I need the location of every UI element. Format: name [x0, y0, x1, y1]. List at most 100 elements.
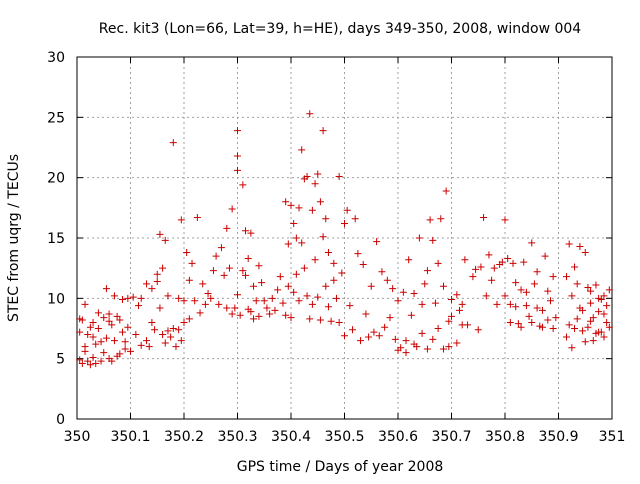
data-point: [552, 314, 560, 322]
data-point: [255, 262, 263, 270]
data-point: [169, 139, 177, 147]
data-point: [538, 323, 546, 331]
data-point: [351, 215, 359, 223]
axis-ticks: 350 350.1 350.2 350.3 350.4 350.5 350.6 350.7 35…: [47, 50, 625, 445]
data-point: [517, 286, 525, 294]
data-point: [563, 273, 571, 281]
data-point: [453, 291, 461, 299]
data-point: [472, 265, 480, 273]
data-point: [239, 181, 247, 189]
data-point: [603, 318, 611, 326]
data-point: [418, 300, 426, 308]
x-tick-label: 350.7: [431, 429, 471, 445]
data-point: [110, 292, 118, 300]
data-point: [148, 285, 156, 293]
data-point: [402, 349, 410, 357]
data-point: [234, 166, 241, 174]
data-point: [592, 281, 600, 289]
data-point: [102, 334, 110, 342]
data-point: [143, 280, 151, 288]
data-point: [533, 268, 541, 276]
data-point: [373, 238, 381, 246]
data-point: [164, 327, 172, 335]
data-point: [185, 276, 193, 284]
data-point: [365, 333, 373, 341]
data-point: [207, 294, 215, 302]
data-point: [124, 294, 132, 302]
data-point: [84, 331, 92, 339]
data-point: [324, 248, 332, 256]
y-tick-label: 0: [56, 412, 65, 428]
x-tick-label: 350.4: [271, 429, 311, 445]
data-point: [546, 297, 554, 305]
data-point: [512, 279, 520, 287]
data-point: [308, 300, 316, 308]
data-point: [102, 285, 110, 293]
data-point: [600, 292, 608, 300]
data-point: [538, 306, 546, 314]
data-point: [456, 306, 464, 314]
data-point: [161, 339, 169, 347]
x-tick-label: 350.9: [538, 429, 578, 445]
data-point: [290, 220, 298, 228]
data-point: [597, 328, 605, 336]
data-point: [250, 315, 258, 323]
data-point: [76, 328, 84, 336]
data-point: [244, 255, 252, 263]
data-point: [448, 312, 455, 320]
data-point: [175, 294, 183, 302]
x-tick-label: 350.1: [110, 429, 150, 445]
data-point: [292, 270, 300, 278]
data-point: [386, 314, 394, 322]
data-point: [330, 259, 338, 267]
data-point: [442, 187, 450, 195]
data-point: [314, 170, 322, 178]
data-point: [108, 321, 116, 329]
data-point: [94, 325, 102, 332]
data-point: [97, 338, 105, 346]
data-point: [605, 323, 613, 331]
data-point: [97, 357, 105, 365]
data-point: [517, 323, 525, 331]
data-point: [488, 276, 496, 284]
data-point: [501, 292, 509, 300]
data-point: [228, 310, 236, 318]
data-point: [568, 292, 576, 300]
data-point: [522, 288, 530, 296]
data-point: [490, 264, 498, 272]
data-point: [185, 315, 193, 323]
data-point: [426, 216, 434, 224]
data-point: [335, 318, 343, 326]
data-point: [188, 259, 196, 267]
data-point: [319, 127, 327, 135]
y-tick-label: 5: [56, 352, 65, 368]
data-point: [322, 215, 330, 223]
data-point: [421, 280, 429, 288]
data-point: [332, 294, 340, 302]
data-point: [266, 310, 274, 318]
data-point: [584, 283, 592, 291]
data-point: [423, 345, 431, 353]
data-point: [199, 280, 207, 288]
y-tick-label: 30: [47, 50, 65, 66]
x-tick-label: 350.3: [217, 429, 257, 445]
data-point: [600, 310, 608, 318]
data-point: [528, 318, 536, 326]
data-point: [322, 282, 330, 290]
data-point: [164, 292, 172, 300]
data-point: [89, 353, 97, 361]
data-point: [76, 356, 84, 364]
data-point: [423, 267, 431, 275]
y-tick-label: 10: [47, 291, 65, 307]
data-point: [464, 321, 472, 329]
data-point: [169, 325, 177, 332]
data-point: [346, 302, 354, 310]
data-point: [565, 321, 573, 329]
data-point: [220, 271, 228, 279]
data-point: [338, 269, 346, 277]
x-tick-label: 351: [599, 429, 626, 445]
data-point: [108, 357, 116, 365]
chart-title: Rec. kit3 (Lon=66, Lat=39, h=HE), days 3…: [99, 21, 582, 37]
data-point: [375, 332, 383, 340]
